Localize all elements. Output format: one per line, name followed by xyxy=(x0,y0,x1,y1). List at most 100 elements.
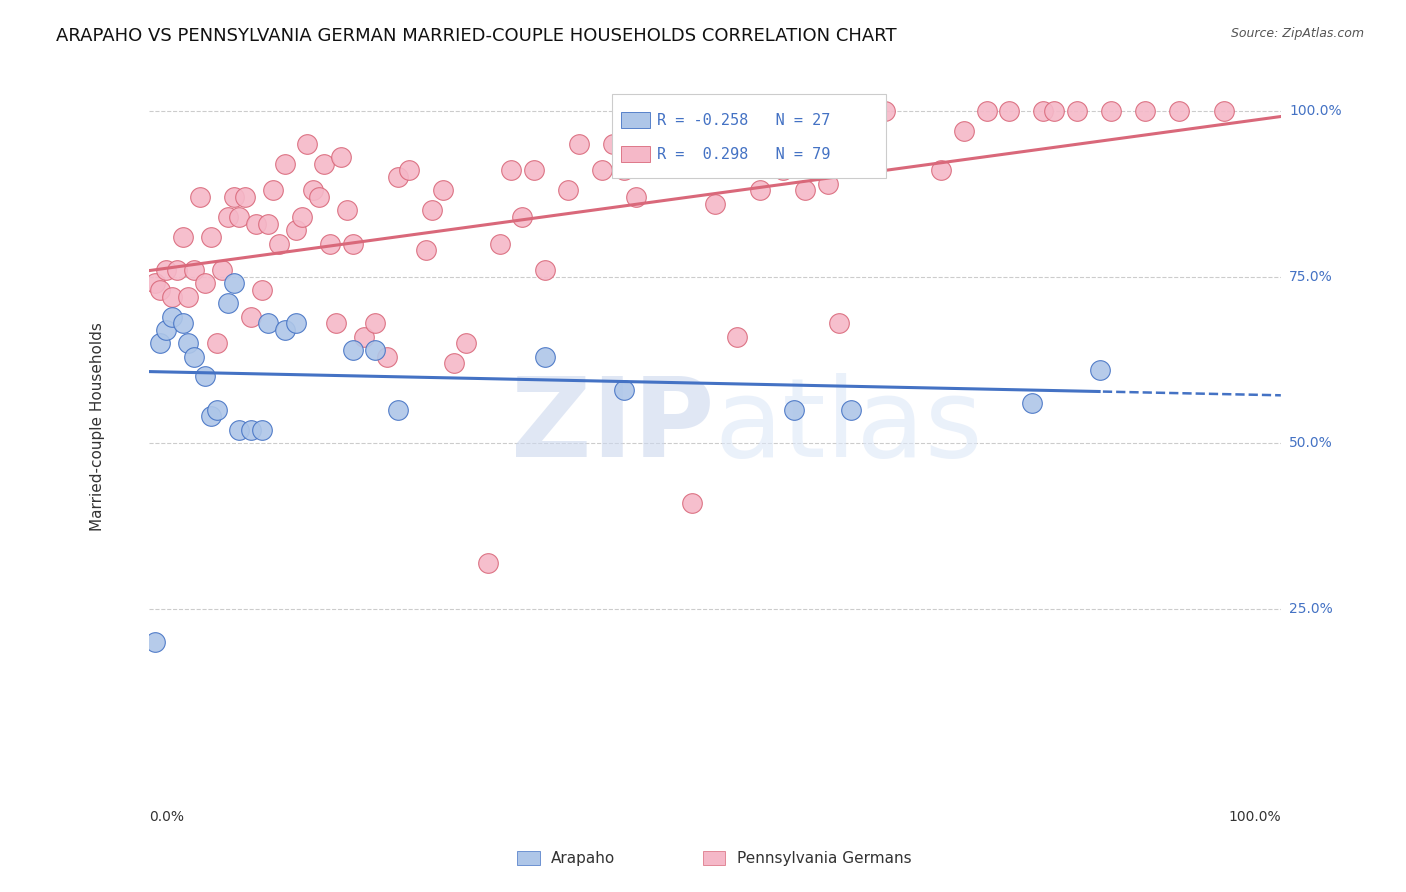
Point xyxy=(647,157,669,171)
Point xyxy=(364,316,387,330)
Point xyxy=(330,150,353,164)
Point xyxy=(319,236,342,251)
Point xyxy=(285,316,308,330)
Point xyxy=(336,203,359,218)
Point xyxy=(285,223,308,237)
Point xyxy=(172,230,194,244)
Point xyxy=(523,163,546,178)
Point xyxy=(828,316,851,330)
Point xyxy=(143,635,166,649)
Point xyxy=(308,190,330,204)
Text: Arapaho: Arapaho xyxy=(551,851,616,865)
Point xyxy=(568,136,591,151)
Text: Pennsylvania Germans: Pennsylvania Germans xyxy=(737,851,911,865)
Point xyxy=(501,163,523,178)
Point xyxy=(245,217,267,231)
Point xyxy=(512,210,534,224)
Point xyxy=(976,103,998,118)
Point xyxy=(233,190,256,204)
Point xyxy=(432,183,454,197)
Point xyxy=(443,356,465,370)
Point xyxy=(624,190,647,204)
Point xyxy=(353,329,375,343)
Point xyxy=(342,343,364,357)
Point xyxy=(177,336,200,351)
Point xyxy=(228,210,250,224)
Point xyxy=(1021,396,1043,410)
Point xyxy=(772,163,794,178)
Point xyxy=(1043,103,1066,118)
Point xyxy=(172,316,194,330)
Point xyxy=(188,190,211,204)
Text: ARAPAHO VS PENNSYLVANIA GERMAN MARRIED-COUPLE HOUSEHOLDS CORRELATION CHART: ARAPAHO VS PENNSYLVANIA GERMAN MARRIED-C… xyxy=(56,27,897,45)
Point xyxy=(273,323,295,337)
Point xyxy=(342,236,364,251)
Text: 25.0%: 25.0% xyxy=(1289,602,1333,616)
Point xyxy=(302,183,325,197)
Point xyxy=(160,290,183,304)
Point xyxy=(155,323,177,337)
Point xyxy=(953,123,976,137)
Text: 75.0%: 75.0% xyxy=(1289,269,1333,284)
Text: Married-couple Households: Married-couple Households xyxy=(90,322,105,531)
Point xyxy=(817,177,839,191)
Point xyxy=(194,277,217,291)
Point xyxy=(291,210,314,224)
Point xyxy=(783,402,806,417)
Point xyxy=(398,163,420,178)
Point xyxy=(200,230,222,244)
Point xyxy=(613,383,636,397)
Point xyxy=(998,103,1021,118)
Point xyxy=(273,157,295,171)
Point xyxy=(727,329,749,343)
Point xyxy=(166,263,188,277)
Point xyxy=(839,402,862,417)
Point xyxy=(222,277,245,291)
Point xyxy=(454,336,477,351)
Point xyxy=(387,402,409,417)
Text: atlas: atlas xyxy=(714,373,983,480)
Text: R =  0.298   N = 79: R = 0.298 N = 79 xyxy=(657,147,830,161)
Text: 100.0%: 100.0% xyxy=(1289,103,1341,118)
Point xyxy=(262,183,284,197)
Point xyxy=(534,350,557,364)
Point xyxy=(873,103,896,118)
Point xyxy=(183,263,205,277)
Point xyxy=(929,163,952,178)
Point xyxy=(1133,103,1156,118)
Point xyxy=(211,263,233,277)
Point xyxy=(1168,103,1191,118)
Point xyxy=(205,336,228,351)
Point xyxy=(364,343,387,357)
Text: R = -0.258   N = 27: R = -0.258 N = 27 xyxy=(657,113,830,128)
Point xyxy=(703,196,725,211)
Point xyxy=(415,243,437,257)
Point xyxy=(602,136,624,151)
Point xyxy=(794,183,817,197)
Text: ZIP: ZIP xyxy=(512,373,714,480)
Point xyxy=(222,190,245,204)
Point xyxy=(256,316,278,330)
Point xyxy=(557,183,579,197)
Point xyxy=(160,310,183,324)
Point xyxy=(314,157,336,171)
Point xyxy=(217,296,239,310)
Point xyxy=(613,163,636,178)
Point xyxy=(1213,103,1236,118)
Point xyxy=(217,210,239,224)
Point xyxy=(1066,103,1088,118)
Point xyxy=(387,170,409,185)
Point xyxy=(297,136,319,151)
Point xyxy=(228,423,250,437)
Point xyxy=(488,236,510,251)
Text: 100.0%: 100.0% xyxy=(1229,810,1281,824)
Point xyxy=(681,496,703,510)
Point xyxy=(1099,103,1122,118)
Text: 50.0%: 50.0% xyxy=(1289,436,1333,450)
Point xyxy=(177,290,200,304)
Point xyxy=(149,283,172,297)
Point xyxy=(183,350,205,364)
Point xyxy=(420,203,443,218)
Point xyxy=(749,183,772,197)
Point xyxy=(375,350,398,364)
